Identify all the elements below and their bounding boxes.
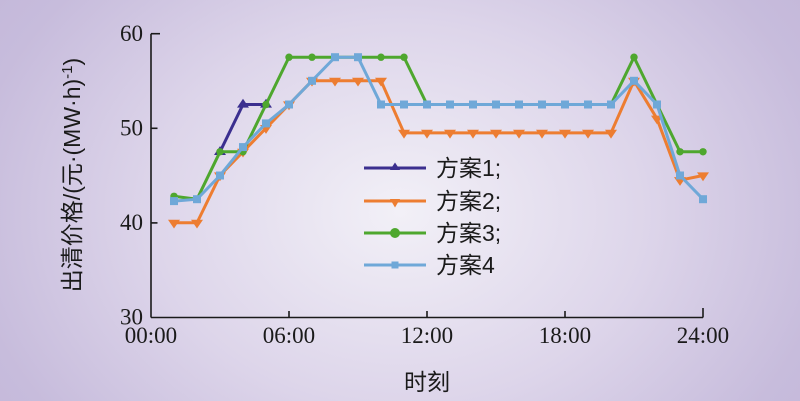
svg-text:50: 50 xyxy=(120,116,143,141)
svg-text:方案1;: 方案1; xyxy=(436,155,501,181)
svg-text:40: 40 xyxy=(120,210,143,235)
svg-text:12:00: 12:00 xyxy=(401,323,453,348)
svg-text:00:00: 00:00 xyxy=(125,323,177,348)
svg-text:方案2;: 方案2; xyxy=(436,188,501,214)
svg-text:方案4: 方案4 xyxy=(436,252,495,278)
svg-text:06:00: 06:00 xyxy=(263,323,315,348)
svg-text:出清价格/(元·(MW·h)-1): 出清价格/(元·(MW·h)-1) xyxy=(59,58,86,292)
svg-text:24:00: 24:00 xyxy=(677,323,729,348)
svg-text:18:00: 18:00 xyxy=(539,323,591,348)
svg-text:方案3;: 方案3; xyxy=(436,220,501,246)
svg-text:60: 60 xyxy=(120,21,143,46)
svg-text:时刻: 时刻 xyxy=(404,369,450,395)
